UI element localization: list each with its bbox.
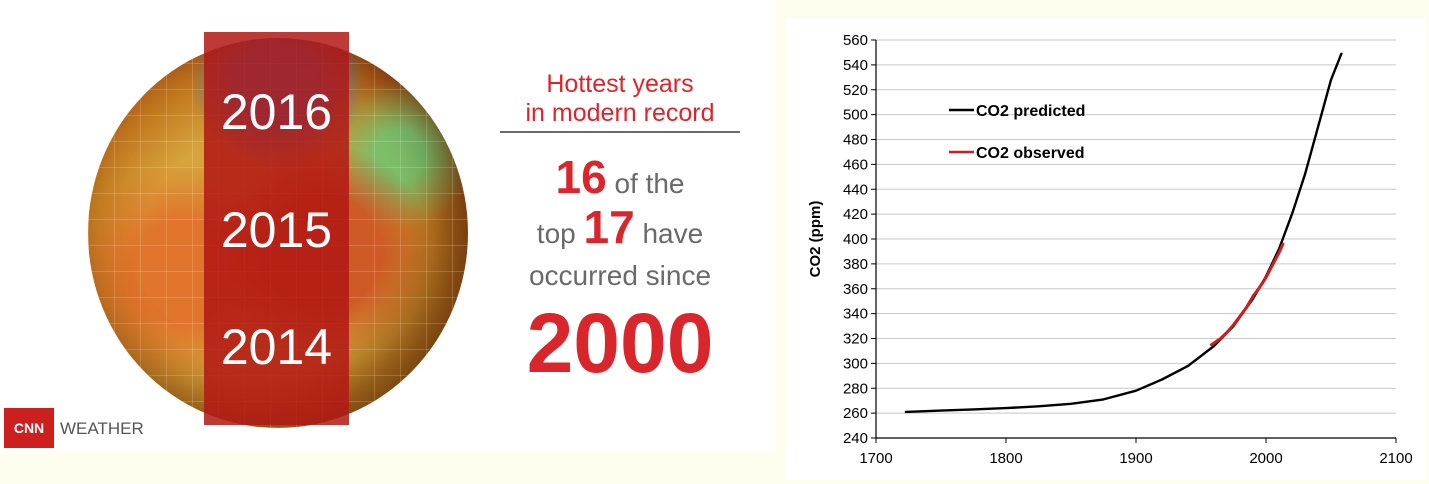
cnn-logo: CNN: [4, 408, 54, 448]
y-tick-label: 400: [843, 231, 868, 248]
stat-text: top: [536, 218, 576, 249]
y-tick-label: 480: [843, 132, 868, 149]
hottest-years-band: 2016 2015 2014: [204, 32, 349, 425]
x-tick-label: 1900: [1119, 450, 1152, 467]
y-tick-label: 280: [843, 380, 868, 397]
y-tick-label: 240: [843, 430, 868, 447]
stat-text: of the: [614, 168, 685, 199]
y-tick-label: 340: [843, 306, 868, 323]
y-tick-label: 380: [843, 256, 868, 273]
year-label: 2016: [220, 84, 333, 140]
headline-line: in modern record: [525, 99, 715, 127]
grid-layer: [876, 39, 1396, 439]
year-label: 2014: [220, 319, 333, 375]
y-axis-title: CO2 (ppm): [807, 201, 824, 278]
y-tick-label: 540: [843, 57, 868, 74]
y-tick-label: 520: [843, 82, 868, 99]
climate-infographic: 2016 2015 2014 Hottest years in modern r…: [0, 0, 775, 452]
legend-layer: CO2 predicted CO2 observed: [949, 103, 1085, 162]
stat-line: 16 of the: [500, 150, 740, 204]
legend-label: CO2 observed: [976, 145, 1084, 162]
co2-chart-svg: 240 260 280 300 320 340 360 380 400 420 440 460 480 5…: [807, 32, 1413, 467]
y-tick-label: 500: [843, 107, 868, 124]
series-line-observed: [1209, 242, 1285, 347]
y-tick-label: 460: [843, 156, 868, 173]
x-tick-label: 1700: [859, 450, 892, 467]
series-line-predicted: [904, 52, 1343, 414]
stat-line: top 17 have: [500, 200, 740, 254]
co2-chart: 240 260 280 300 320 340 360 380 400 420 440 460 480 5…: [786, 18, 1426, 480]
x-tick-label: 2100: [1379, 450, 1412, 467]
infographic-headline: Hottest years in modern record: [500, 70, 740, 128]
headline-line: Hottest years: [546, 70, 694, 98]
year-label: 2015: [220, 202, 333, 258]
stat-year: 2000: [526, 296, 714, 390]
y-tick-label: 560: [843, 32, 868, 49]
y-tick-label: 300: [843, 355, 868, 372]
stat-number: 17: [583, 201, 635, 253]
stat-number: 16: [555, 151, 607, 203]
headline-divider: [500, 131, 740, 133]
legend-label: CO2 predicted: [976, 103, 1085, 120]
cnn-weather-label: WEATHER: [60, 419, 144, 438]
stat-text: occurred since: [528, 260, 712, 291]
series-layer: [904, 52, 1343, 414]
y-tick-label: 420: [843, 206, 868, 223]
x-tick-label: 2000: [1249, 450, 1282, 467]
stat-text: have: [642, 218, 704, 249]
axis-layer: 240 260 280 300 320 340 360 380 400 420 440 460 480 5…: [843, 32, 1413, 467]
x-tick-label: 1800: [989, 450, 1022, 467]
y-tick-label: 320: [843, 331, 868, 348]
y-tick-label: 440: [843, 181, 868, 198]
y-tick-label: 260: [843, 405, 868, 422]
y-tick-label: 360: [843, 281, 868, 298]
